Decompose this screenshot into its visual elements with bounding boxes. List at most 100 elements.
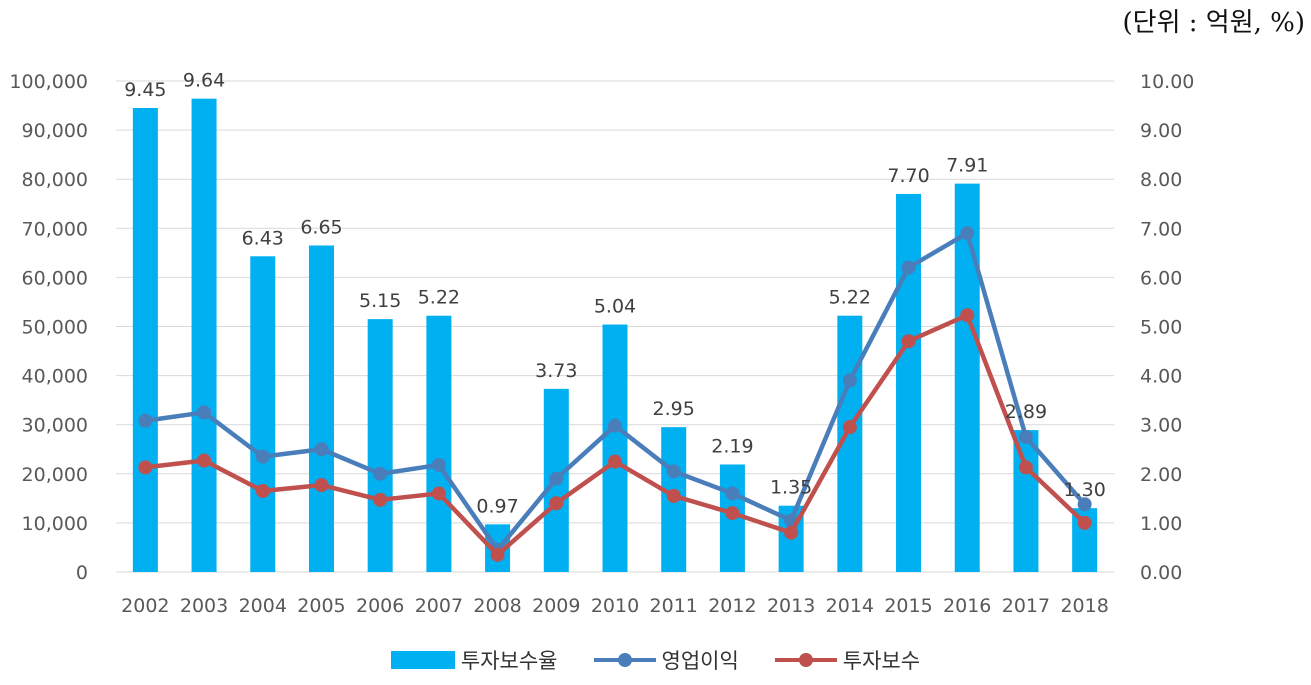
combo-chart: 9.45 9.64 6.43 6.65 5.15 5.22 0.97 3.73 5.04 2.95…: [9, 70, 1194, 617]
x-tick-label: 2002: [121, 595, 169, 617]
bar: [426, 315, 452, 572]
line-1-point: [960, 226, 975, 241]
line-2-point: [197, 453, 212, 468]
bar: [367, 319, 393, 572]
x-tick-label: 2018: [1060, 595, 1108, 617]
line-1-point: [725, 486, 740, 501]
y-left-tick-label: 50,000: [22, 317, 88, 339]
x-tick-label: 2009: [532, 595, 580, 617]
line-1-point: [842, 373, 857, 388]
bar-data-label: 9.45: [124, 79, 166, 101]
line-2-point: [431, 486, 446, 501]
line-1-point: [373, 466, 388, 481]
y-left-tick-label: 80,000: [22, 169, 88, 191]
x-tick-label: 2011: [650, 595, 698, 617]
bar-data-label: 5.04: [594, 296, 636, 318]
x-tick-label: 2003: [180, 595, 228, 617]
bar-data-label: 9.64: [183, 70, 225, 92]
x-tick-label: 2014: [826, 595, 874, 617]
legend-label-line2: 투자보수: [842, 649, 921, 673]
bar: [1013, 430, 1039, 572]
y-right-tick-label: 2.00: [1140, 464, 1182, 486]
x-tick-label: 2016: [943, 595, 991, 617]
bar-data-label: 5.22: [418, 287, 460, 309]
legend-item-line1[interactable]: 영업이익: [593, 645, 739, 675]
x-tick-label: 2005: [297, 595, 345, 617]
line-1-point: [608, 418, 622, 433]
y-right-tick-label: 7.00: [1140, 218, 1182, 240]
line-2-point: [314, 478, 329, 493]
bar: [602, 324, 628, 572]
legend-label-line1: 영업이익: [661, 649, 739, 673]
bar-data-label: 6.43: [242, 227, 284, 249]
bar: [191, 98, 217, 573]
line-1-point: [197, 405, 212, 420]
legend-item-bar[interactable]: 투자보수율: [390, 645, 558, 675]
bar: [132, 108, 158, 572]
line-1-point: [1018, 429, 1033, 444]
y-right-tick-label: 6.00: [1140, 267, 1182, 289]
x-tick-label: 2017: [1002, 595, 1050, 617]
bar-data-label: 3.73: [535, 360, 577, 382]
line-2-point: [1077, 515, 1092, 530]
bar: [308, 245, 334, 573]
x-tick-label: 2007: [415, 595, 463, 617]
legend-label-bar: 투자보수율: [460, 649, 558, 673]
line-2-point: [901, 334, 916, 349]
bar-data-label: 2.95: [653, 398, 695, 420]
y-right-tick-label: 1.00: [1140, 513, 1182, 535]
line-1-point: [1077, 497, 1092, 512]
y-left-tick-label: 30,000: [22, 415, 88, 437]
x-tick-label: 2008: [473, 595, 521, 617]
bar-data-label: 7.70: [887, 165, 929, 187]
y-right-tick-label: 9.00: [1140, 120, 1182, 142]
y-right-tick-label: 0.00: [1140, 562, 1182, 584]
line-1-point: [901, 260, 916, 275]
x-tick-label: 2013: [767, 595, 815, 617]
legend-item-line2[interactable]: 투자보수: [774, 645, 921, 675]
line-2-point: [960, 308, 975, 323]
line-2-point: [549, 496, 564, 511]
y-left-tick-label: 0: [76, 562, 88, 584]
y-left-tick-label: 40,000: [22, 366, 88, 388]
bar-data-label: 7.91: [946, 155, 988, 177]
line-2-point: [373, 492, 388, 507]
y-left-tick-label: 10,000: [22, 513, 88, 535]
y-right-tick-label: 10.00: [1140, 71, 1194, 93]
unit-note: (단위 : 억원, %): [1122, 8, 1306, 38]
line-1-point: [255, 449, 270, 464]
bar-data-label: 2.19: [711, 435, 753, 457]
bar: [896, 193, 922, 572]
line-1-point: [431, 457, 446, 472]
line-2-point: [1018, 460, 1033, 475]
axis-labels: 0 0.00 10,000 1.00 20,000 2.00 30,000 3.00 40,00…: [9, 71, 1194, 617]
line-1-point: [666, 464, 681, 479]
bar-data-label: 5.15: [359, 290, 401, 312]
legend: 투자보수율 영업이익 투자보수: [0, 645, 1311, 675]
y-left-tick-label: 100,000: [9, 71, 88, 93]
x-tick-label: 2015: [884, 595, 932, 617]
y-right-tick-label: 3.00: [1140, 415, 1182, 437]
y-right-tick-label: 8.00: [1140, 169, 1182, 191]
y-left-tick-label: 70,000: [22, 218, 88, 240]
bar-data-label: 2.89: [1005, 401, 1047, 423]
legend-swatch-line1: [593, 651, 656, 669]
line-1-point: [138, 413, 153, 428]
line-series: [138, 226, 1092, 562]
bar: [954, 183, 980, 572]
x-tick-label: 2012: [708, 595, 756, 617]
y-left-tick-label: 20,000: [22, 464, 88, 486]
line-2-point: [138, 460, 153, 475]
line-2-point: [725, 506, 740, 521]
line-1-point: [314, 442, 329, 457]
line-1-point: [549, 471, 564, 486]
line-2-point: [608, 454, 622, 469]
legend-swatch-line2: [774, 651, 837, 669]
bar-data-label: 0.97: [476, 495, 518, 517]
y-right-tick-label: 5.00: [1140, 317, 1182, 339]
line-2-point: [255, 483, 270, 498]
x-tick-label: 2004: [239, 595, 287, 617]
y-right-tick-label: 4.00: [1140, 366, 1182, 388]
line-2-point: [666, 488, 681, 503]
line-2-point: [842, 420, 857, 435]
